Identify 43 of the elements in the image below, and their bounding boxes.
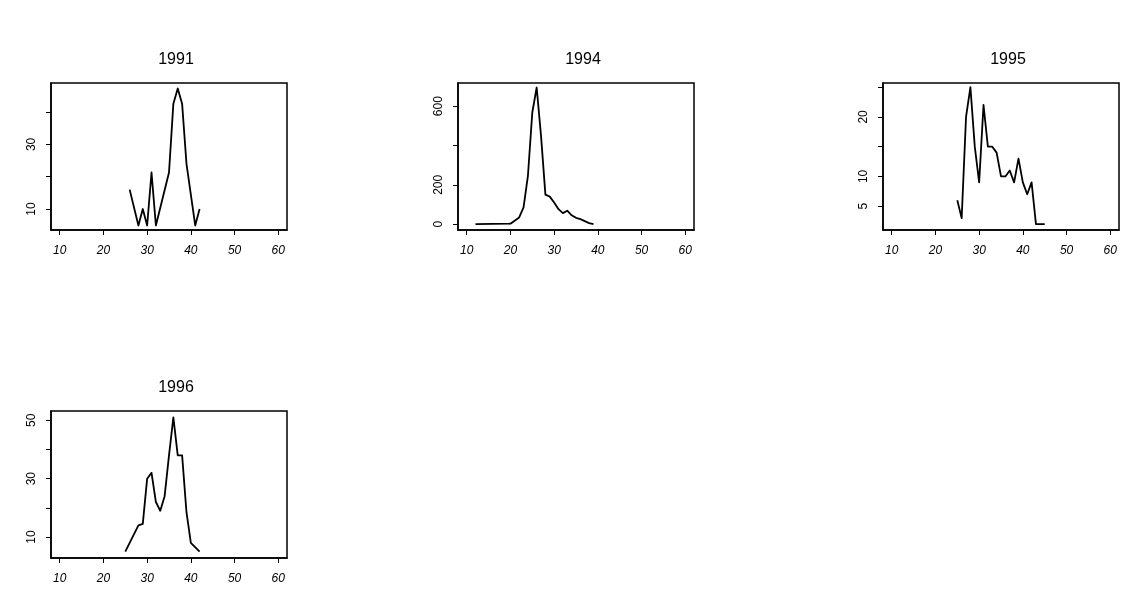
chart-title: 1995 (990, 49, 1026, 67)
x-tick-label: 50 (634, 243, 649, 257)
y-tick-label: 0 (431, 220, 445, 228)
x-tick-label: 30 (972, 243, 987, 257)
line-series (124, 416, 201, 553)
line-series (474, 86, 595, 225)
x-tick-label: 10 (53, 571, 67, 585)
chart-title: 1994 (565, 49, 601, 67)
x-tick-label: 20 (95, 571, 111, 585)
y-tick-label: 30 (24, 137, 38, 152)
y-tick-label: 30 (24, 471, 38, 486)
chart-title: 1991 (158, 49, 194, 67)
x-tick-label: 30 (140, 571, 155, 585)
x-tick-label: 30 (547, 243, 562, 257)
y-tick-label: 600 (431, 95, 445, 117)
y-tick-label: 5 (856, 202, 870, 210)
x-tick-label: 20 (95, 243, 111, 257)
line-series (128, 87, 201, 227)
x-tick-label: 50 (227, 243, 242, 257)
x-tick-label: 20 (502, 243, 518, 257)
chart-title: 1996 (158, 377, 194, 395)
x-tick-label: 60 (271, 243, 286, 257)
y-tick-label: 50 (24, 413, 38, 428)
x-tick-label: 10 (885, 243, 899, 257)
x-tick-label: 30 (140, 243, 155, 257)
y-tick-label: 200 (431, 174, 445, 195)
x-tick-label: 50 (227, 571, 242, 585)
x-tick-label: 20 (927, 243, 943, 257)
x-tick-label: 50 (1059, 243, 1074, 257)
y-tick-label: 10 (24, 202, 38, 216)
x-tick-label: 10 (460, 243, 474, 257)
x-tick-label: 40 (591, 243, 605, 257)
x-tick-label: 60 (1103, 243, 1118, 257)
x-tick-label: 40 (1016, 243, 1030, 257)
x-tick-label: 60 (271, 571, 286, 585)
y-tick-label: 10 (856, 169, 870, 184)
x-tick-label: 60 (678, 243, 693, 257)
y-tick-label: 10 (24, 530, 38, 544)
y-tick-label: 20 (856, 109, 870, 124)
x-tick-label: 40 (184, 571, 198, 585)
line-series (956, 86, 1046, 225)
x-tick-label: 40 (184, 243, 198, 257)
x-tick-label: 10 (53, 243, 67, 257)
